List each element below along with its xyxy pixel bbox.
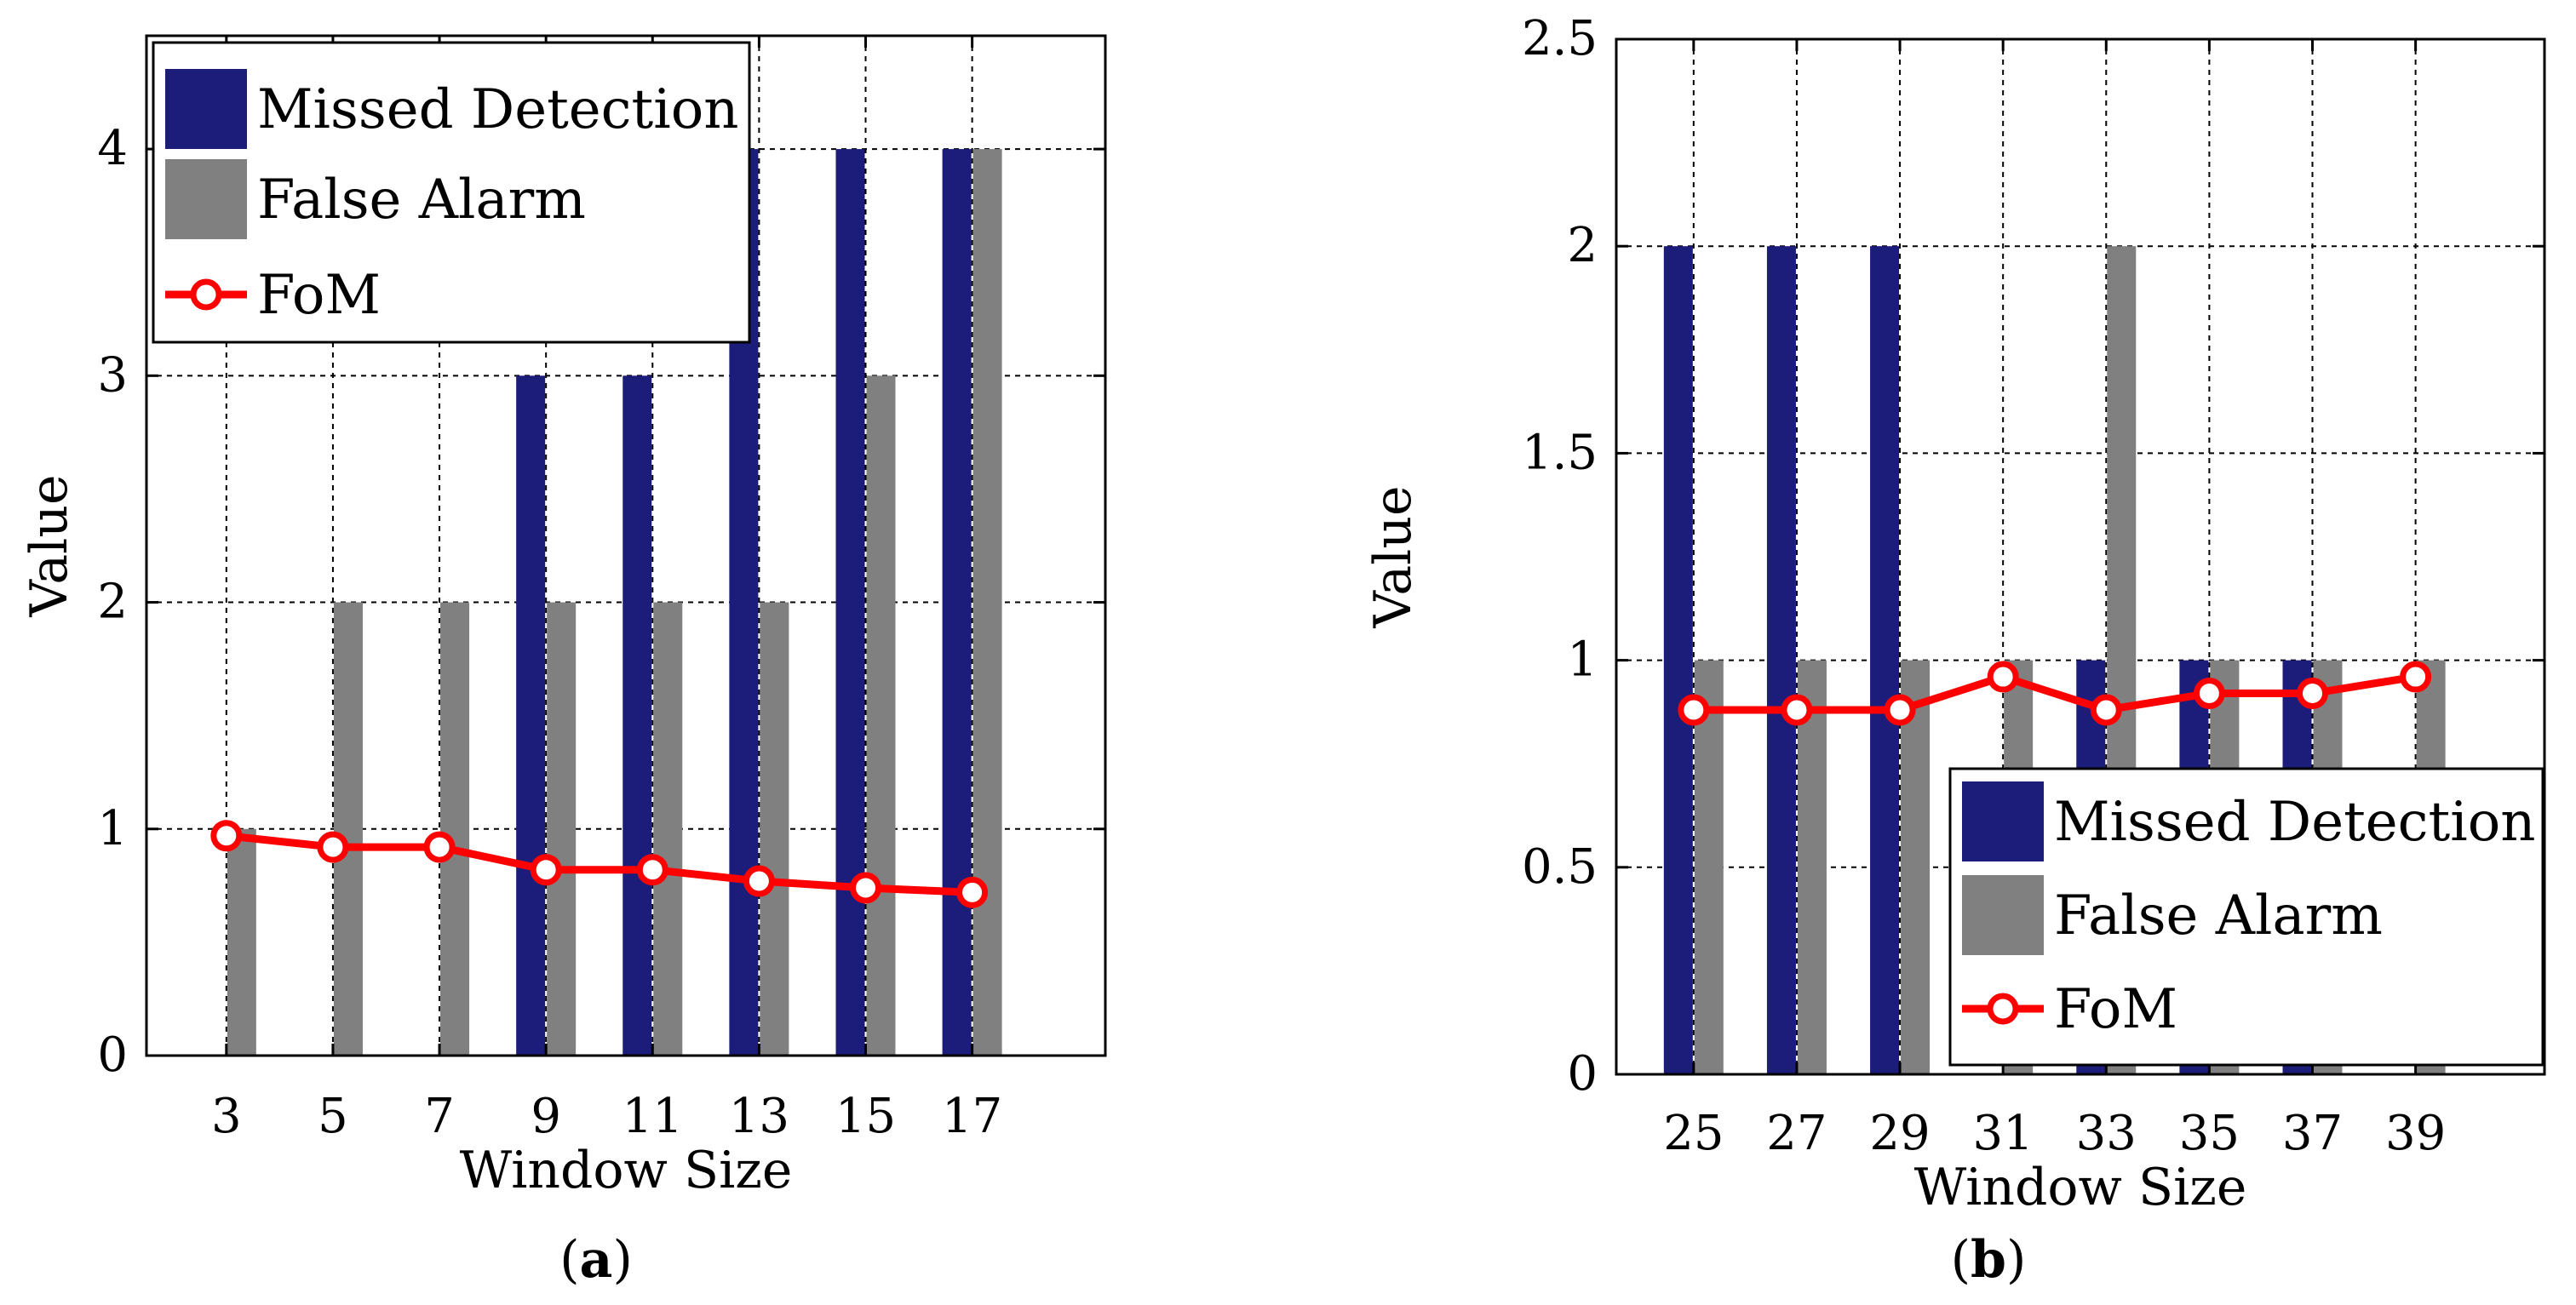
chart-a-bar-false-alarm-7 xyxy=(440,602,470,1056)
chart-a-fom-marker-5 xyxy=(317,831,349,863)
chart-a-fom-marker-9 xyxy=(530,854,562,886)
chart-a-bar-false-alarm-13 xyxy=(760,602,789,1056)
chart-a-xtick-label-17: 17 xyxy=(942,1089,1002,1144)
chart-a-fom-line xyxy=(226,832,972,896)
chart-a-ytick-label-3: 3 xyxy=(97,347,128,403)
chart-b-fom-marker-33 xyxy=(2090,694,2122,726)
chart-a-caption-letter: a xyxy=(580,1230,613,1290)
chart-b-xtick-label-39: 39 xyxy=(2385,1106,2446,1161)
chart-a-y-axis-label: Value xyxy=(20,475,79,618)
chart-b-caption: (b) xyxy=(1951,1230,2027,1290)
chart-a-fom-marker-17 xyxy=(956,876,989,908)
chart-a-axes-frame xyxy=(145,34,1107,1057)
chart-b-bar-false-alarm-25 xyxy=(1694,660,1724,1074)
chart-a: 3 5 7 9 11 13 15 17 0 1 2 3 4 Window Size Value Missed … xyxy=(20,34,1107,1290)
chart-b-legend-swatch-false-alarm xyxy=(1962,875,2044,955)
chart-b-xtick-label-37: 37 xyxy=(2282,1106,2343,1161)
chart-a-ytick-label-1: 1 xyxy=(97,801,128,856)
chart-b-fom-line xyxy=(1693,673,2417,714)
chart-b-xtick-label-35: 35 xyxy=(2179,1106,2240,1161)
chart-a-caption-close-paren: ) xyxy=(612,1230,632,1290)
chart-a-ytick-label-0: 0 xyxy=(97,1027,128,1083)
chart-b-legend-label-missed-detection: Missed Detection xyxy=(2054,791,2535,854)
chart-b-ytick-label-0: 0 xyxy=(1567,1046,1598,1102)
chart-a-legend-label-fom: FoM xyxy=(257,264,381,327)
chart-b-legend: Missed Detection False Alarm FoM xyxy=(1948,767,2544,1067)
chart-a-bar-missed-detection-9 xyxy=(516,375,546,1056)
chart-b-fom-marker-29 xyxy=(1884,694,1916,726)
chart-a-ytick-label-4: 4 xyxy=(97,121,128,176)
chart-a-bar-missed-detection-11 xyxy=(622,375,652,1056)
chart-b-fom-marker-27 xyxy=(1781,694,1813,726)
chart-a-xtick-label-13: 13 xyxy=(729,1089,789,1144)
chart-a-bar-missed-detection-17 xyxy=(942,149,972,1056)
chart-a-legend-swatch-false-alarm xyxy=(165,159,247,239)
chart-a-bar-missed-detection-15 xyxy=(835,149,865,1056)
chart-b-xtick-label-29: 29 xyxy=(1869,1106,1930,1161)
chart-a-xtick-label-9: 9 xyxy=(531,1089,561,1144)
chart-a-legend-swatch-marker-fom xyxy=(190,278,222,311)
chart-a-legend-swatch-missed-detection xyxy=(165,69,247,149)
chart-b-bar-missed-detection-29 xyxy=(1870,246,1900,1074)
chart-b-legend-box xyxy=(1948,767,2544,1067)
chart-b-bar-false-alarm-27 xyxy=(1797,660,1827,1074)
chart-a-xtick-label-7: 7 xyxy=(424,1089,455,1144)
chart-a-xtick-label-5: 5 xyxy=(318,1089,348,1144)
chart-b-y-axis-label: Value xyxy=(1363,486,1423,629)
chart-a-bar-false-alarm-9 xyxy=(547,602,577,1056)
chart-b-fom-marker-39 xyxy=(2400,661,2432,693)
chart-a-legend: Missed Detection False Alarm FoM xyxy=(152,41,751,344)
chart-a-xtick-label-11: 11 xyxy=(622,1089,683,1144)
chart-b-legend-swatch-missed-detection xyxy=(1962,781,2044,861)
chart-b-caption-letter: b xyxy=(1971,1230,2006,1290)
chart-a-legend-label-missed-detection: Missed Detection xyxy=(257,78,738,141)
chart-a-fom-marker-13 xyxy=(743,865,775,897)
chart-b-fom-marker-31 xyxy=(1987,661,2019,693)
chart-b: 25 27 29 31 33 35 37 39 0 0.5 1 1.5 2 2.5 Window Size V… xyxy=(1363,11,2546,1290)
chart-b-xtick-label-27: 27 xyxy=(1766,1106,1827,1161)
chart-a-fom-marker-11 xyxy=(636,854,668,886)
chart-b-fom-marker-35 xyxy=(2193,678,2225,710)
chart-a-ytick-label-2: 2 xyxy=(97,575,128,630)
chart-b-ytick-label-0.5: 0.5 xyxy=(1522,839,1598,895)
chart-b-bar-missed-detection-25 xyxy=(1663,246,1693,1074)
chart-b-x-axis-label: Window Size xyxy=(1914,1158,2247,1217)
chart-a-caption: (a) xyxy=(559,1230,633,1290)
chart-a-bar-false-alarm-11 xyxy=(653,602,683,1056)
chart-b-ytick-label-2.5: 2.5 xyxy=(1522,11,1598,66)
chart-b-caption-close-paren: ) xyxy=(2006,1230,2026,1290)
chart-b-bar-missed-detection-27 xyxy=(1766,246,1796,1074)
chart-a-legend-box xyxy=(152,41,751,344)
chart-a-bar-false-alarm-3 xyxy=(227,828,256,1056)
chart-b-xtick-label-33: 33 xyxy=(2076,1106,2137,1161)
chart-a-xtick-label-15: 15 xyxy=(835,1089,896,1144)
chart-a-caption-open-paren: ( xyxy=(559,1230,579,1290)
chart-b-bar-false-alarm-29 xyxy=(1901,660,1931,1074)
chart-b-fom-marker-37 xyxy=(2297,678,2328,710)
chart-b-fom-marker-25 xyxy=(1678,694,1710,726)
chart-a-bar-false-alarm-5 xyxy=(333,602,363,1056)
chart-a-bar-false-alarm-15 xyxy=(866,375,896,1056)
chart-b-ytick-label-2: 2 xyxy=(1567,218,1598,273)
chart-b-legend-label-false-alarm: False Alarm xyxy=(2054,884,2383,947)
chart-b-ytick-label-1: 1 xyxy=(1567,632,1598,688)
chart-a-x-axis-label: Window Size xyxy=(460,1141,793,1200)
chart-b-legend-swatch-marker-fom xyxy=(1987,993,2019,1025)
chart-b-caption-open-paren: ( xyxy=(1951,1230,1971,1290)
chart-b-ytick-label-1.5: 1.5 xyxy=(1522,425,1598,480)
chart-a-legend-label-false-alarm: False Alarm xyxy=(257,169,586,232)
chart-b-xtick-label-25: 25 xyxy=(1663,1106,1724,1161)
chart-a-xtick-label-3: 3 xyxy=(211,1089,242,1144)
chart-b-xtick-label-31: 31 xyxy=(1973,1106,2034,1161)
chart-a-fom-marker-3 xyxy=(210,820,243,852)
chart-a-fom-marker-15 xyxy=(850,872,881,904)
chart-b-axes-frame xyxy=(1615,37,2546,1076)
chart-a-fom-marker-7 xyxy=(423,831,456,863)
chart-a-bar-false-alarm-17 xyxy=(972,149,1002,1056)
chart-b-legend-label-fom: FoM xyxy=(2054,978,2177,1041)
